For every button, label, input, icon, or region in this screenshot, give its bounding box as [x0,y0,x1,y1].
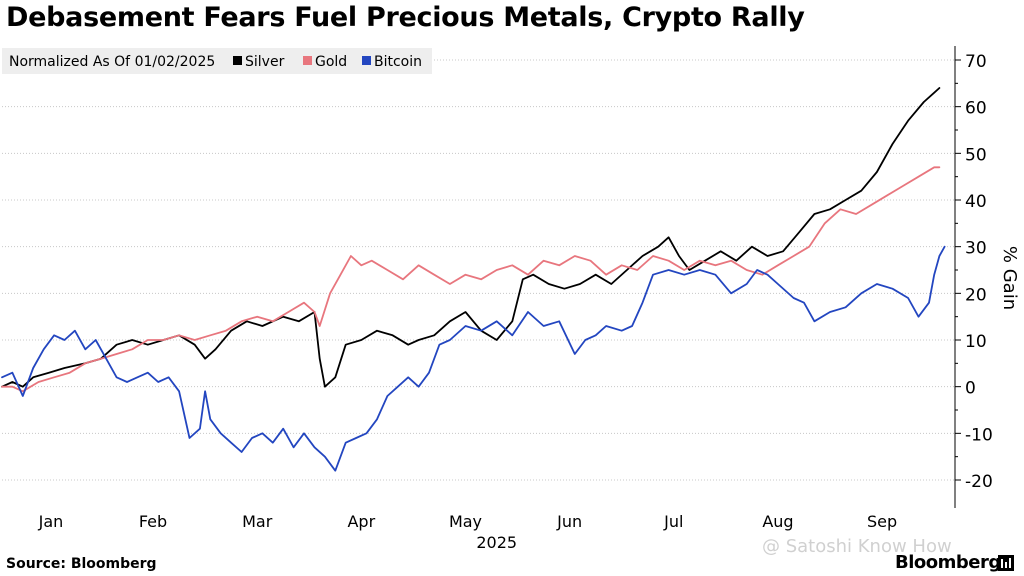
y-tick-label: 30 [965,239,987,259]
legend-swatch-silver [233,56,242,65]
y-tick-label: 10 [965,332,987,352]
x-tick-label: Mar [242,512,273,531]
y-tick-label: 70 [965,52,987,72]
x-tick-label: Jul [663,512,683,531]
bloomberg-logo: Bloomberg [895,552,1001,573]
y-tick-label: 0 [965,379,976,399]
chart-title: Debasement Fears Fuel Precious Metals, C… [6,2,805,33]
bloomberg-terminal-icon [998,555,1014,571]
series-line-silver [1,87,941,388]
legend-title: Normalized As Of 01/02/2025 [9,54,215,70]
legend-label-silver: Silver [245,54,285,70]
y-tick-label: 60 [965,99,987,119]
legend-swatch-bitcoin [362,56,371,65]
series-line-bitcoin [1,245,946,472]
y-axis: 70 60 50 40 30 20 10 0 -10 -20 [954,46,993,508]
y-tick-label: 50 [965,145,987,165]
legend-label-bitcoin: Bitcoin [374,54,422,70]
series-lines [1,87,946,472]
gridlines [2,59,955,481]
y-tick-label: 20 [965,285,987,305]
x-axis: Jan Feb Mar Apr May Jun Jul Aug Sep 2025 [38,512,898,552]
x-axis-year-label: 2025 [476,533,517,552]
legend-box [2,48,432,74]
x-tick-label: Jan [38,512,64,531]
legend-label-gold: Gold [315,54,347,70]
legend: Normalized As Of 01/02/2025 Silver Gold Bit… [2,48,432,74]
y-tick-label: -10 [965,425,993,445]
legend-swatch-gold [303,56,312,65]
y-tick-label: 40 [965,192,987,212]
y-tick-label: -20 [965,472,993,492]
x-tick-label: Jun [556,512,582,531]
x-tick-label: Sep [867,512,897,531]
x-tick-label: Apr [347,512,375,531]
x-tick-label: May [449,512,482,531]
watermark: @ Satoshi Know How [762,536,952,557]
y-axis-label: % Gain [999,246,1020,310]
series-line-gold [1,166,941,393]
x-tick-label: Feb [139,512,167,531]
x-tick-label: Aug [762,512,793,531]
source-note: Source: Bloomberg [6,556,157,572]
